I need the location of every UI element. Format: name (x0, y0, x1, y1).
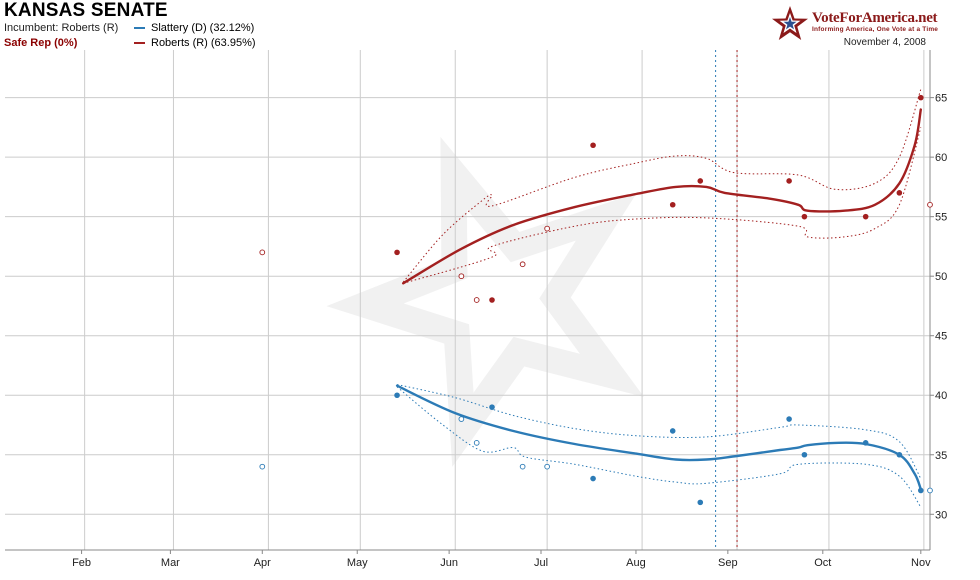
trend-line-dem (395, 384, 922, 491)
chart-date: November 4, 2008 (843, 37, 926, 48)
poll-point-dem (590, 475, 596, 482)
poll-point-open-rep (259, 249, 266, 256)
poll-point-open-dem (259, 463, 266, 470)
y-tick-label: 65 (935, 93, 947, 105)
poll-point-rep (801, 213, 808, 220)
chart-title: KANSAS SENATE (4, 0, 168, 21)
x-tick-label: Sep (718, 557, 738, 569)
poll-point-dem (394, 392, 400, 399)
legend-label-rep: Roberts (R) (63.95%) (151, 37, 256, 49)
legend-label-dem: Slattery (D) (32.12%) (151, 22, 255, 34)
y-tick-label: 50 (935, 271, 947, 283)
poll-point-rep (669, 201, 676, 208)
poll-point-open-dem (519, 463, 526, 470)
poll-point-open-dem (544, 463, 550, 470)
poll-point-rep (590, 142, 596, 149)
poll-point-rep (786, 178, 792, 184)
x-tick-label: Jul (534, 557, 548, 569)
poll-point-dem (786, 416, 792, 422)
poll-point-open-rep (473, 297, 480, 303)
poll-point-dem (862, 440, 869, 446)
poll-point-rep (489, 297, 495, 303)
watermark-star-icon (326, 136, 645, 467)
poll-point-open-rep (519, 261, 526, 268)
poll-point-rep (394, 249, 400, 256)
y-tick-label: 60 (935, 152, 947, 164)
y-tick-label: 55 (935, 212, 947, 224)
star-logo-icon (772, 6, 808, 40)
poll-point-rep (918, 94, 924, 101)
x-tick-label: Mar (161, 557, 180, 569)
legend-swatch-dem (134, 27, 145, 29)
poll-point-dem (896, 451, 903, 458)
poll-point-rep (896, 190, 903, 196)
poll-point-open-dem (927, 487, 933, 494)
trend-line-rep (402, 108, 922, 285)
brand-name: VoteForAmerica.net (812, 10, 938, 26)
poll-point-open-rep (544, 225, 550, 232)
poll-point-rep (862, 213, 869, 220)
poll-point-dem (801, 451, 808, 458)
poll-point-open-rep (458, 273, 465, 280)
y-tick-label: 35 (935, 450, 947, 462)
poll-point-open-rep (927, 201, 933, 208)
poll-point-dem (697, 499, 704, 506)
legend-item-rep: Roberts (R) (63.95%) (134, 37, 256, 49)
poll-point-open-dem (473, 440, 480, 446)
legend-swatch-rep (134, 42, 145, 44)
x-tick-label: May (347, 557, 368, 569)
x-tick-label: Nov (911, 557, 931, 569)
confidence-upper-rep (402, 89, 922, 283)
poll-point-dem (918, 487, 924, 494)
poll-point-dem (669, 428, 676, 434)
legend-item-dem: Slattery (D) (32.12%) (134, 22, 254, 34)
y-tick-label: 45 (935, 331, 947, 343)
brand-logo[interactable]: VoteForAmerica.net Informing America, On… (770, 4, 970, 44)
incumbent-label: Incumbent: Roberts (R) (4, 22, 119, 34)
race-rating: Safe Rep (0%) (4, 37, 78, 49)
poll-point-dem (489, 404, 495, 410)
brand-tagline: Informing America, One Vote at a Time (812, 26, 939, 33)
poll-point-rep (697, 178, 704, 184)
x-tick-label: Aug (626, 557, 646, 569)
y-tick-label: 40 (935, 390, 947, 402)
confidence-lower-rep (403, 127, 922, 284)
x-tick-label: Jun (440, 557, 458, 569)
x-tick-label: Feb (72, 557, 91, 569)
x-tick-label: Oct (814, 557, 831, 569)
poll-point-open-dem (458, 416, 465, 422)
x-tick-label: Apr (254, 557, 271, 569)
y-tick-label: 30 (935, 509, 947, 521)
